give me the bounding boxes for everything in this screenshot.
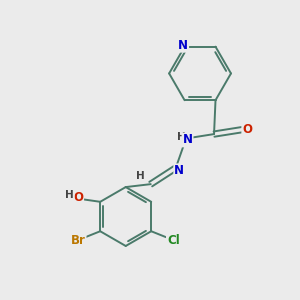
- Text: O: O: [73, 191, 83, 204]
- Text: N: N: [174, 164, 184, 177]
- Text: O: O: [242, 123, 252, 136]
- Text: H: H: [136, 171, 145, 181]
- Text: Br: Br: [71, 234, 86, 247]
- Text: H: H: [177, 132, 186, 142]
- Text: H: H: [65, 190, 74, 200]
- Text: N: N: [178, 39, 188, 52]
- Text: Cl: Cl: [167, 234, 180, 247]
- Text: N: N: [182, 134, 193, 146]
